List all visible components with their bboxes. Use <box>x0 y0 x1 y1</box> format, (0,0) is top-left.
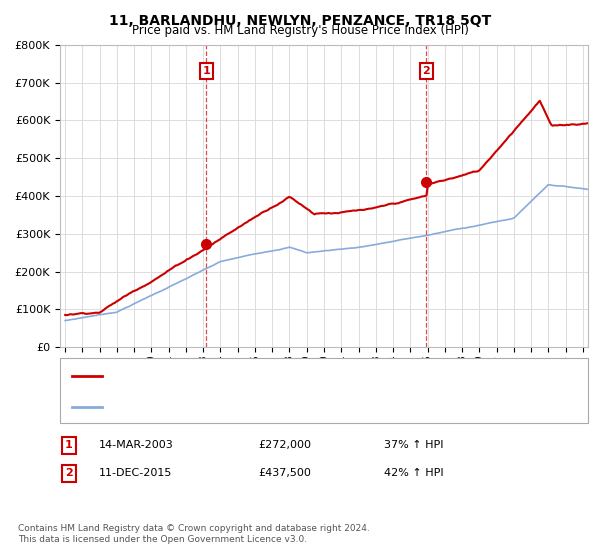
Text: 11, BARLANDHU, NEWLYN, PENZANCE, TR18 5QT: 11, BARLANDHU, NEWLYN, PENZANCE, TR18 5Q… <box>109 14 491 28</box>
Text: £272,000: £272,000 <box>258 440 311 450</box>
Text: Contains HM Land Registry data © Crown copyright and database right 2024.: Contains HM Land Registry data © Crown c… <box>18 524 370 533</box>
Text: 1: 1 <box>203 66 211 76</box>
Text: HPI: Average price, detached house, Cornwall: HPI: Average price, detached house, Corn… <box>108 402 358 412</box>
Text: £437,500: £437,500 <box>258 468 311 478</box>
Text: 42% ↑ HPI: 42% ↑ HPI <box>384 468 443 478</box>
Text: Price paid vs. HM Land Registry's House Price Index (HPI): Price paid vs. HM Land Registry's House … <box>131 24 469 37</box>
Text: 11, BARLANDHU, NEWLYN, PENZANCE, TR18 5QT (detached house): 11, BARLANDHU, NEWLYN, PENZANCE, TR18 5Q… <box>108 371 477 381</box>
Text: This data is licensed under the Open Government Licence v3.0.: This data is licensed under the Open Gov… <box>18 535 307 544</box>
Text: 2: 2 <box>422 66 430 76</box>
Text: 1: 1 <box>65 440 73 450</box>
Text: 14-MAR-2003: 14-MAR-2003 <box>99 440 174 450</box>
Text: 37% ↑ HPI: 37% ↑ HPI <box>384 440 443 450</box>
Text: 2: 2 <box>65 468 73 478</box>
Text: 11-DEC-2015: 11-DEC-2015 <box>99 468 172 478</box>
